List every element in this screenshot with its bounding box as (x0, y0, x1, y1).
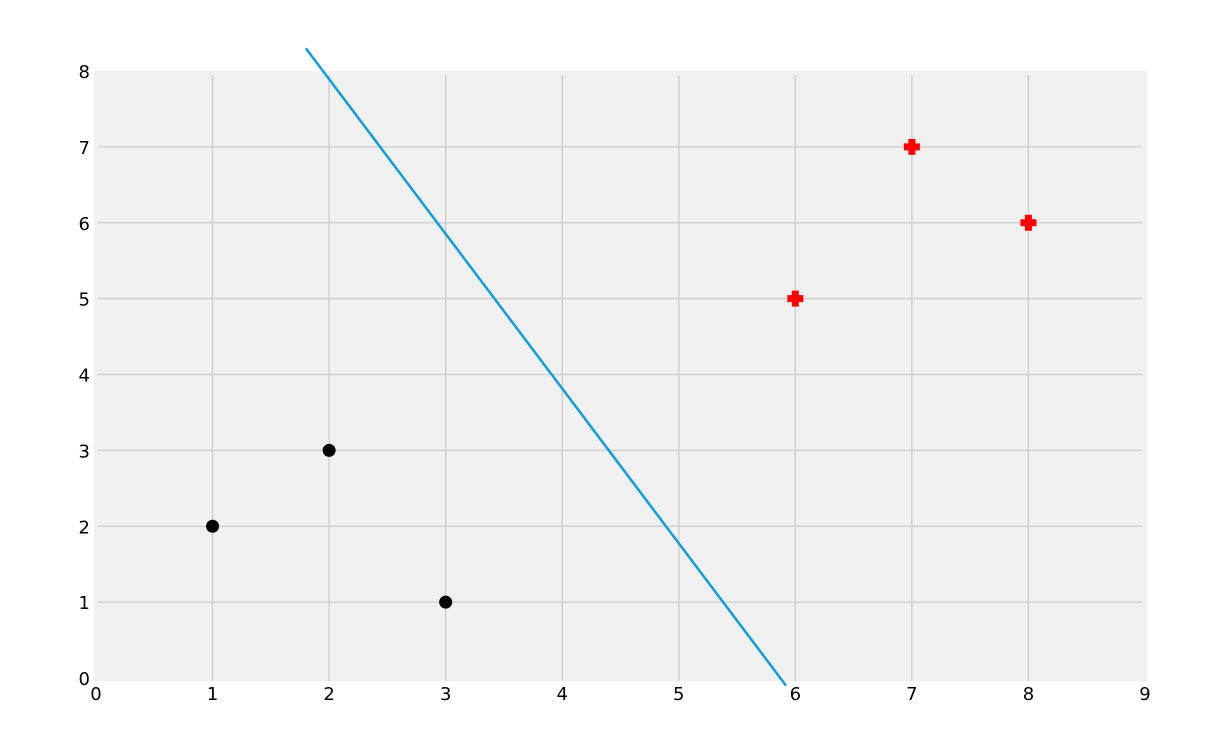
x-tick-label: 2 (323, 684, 334, 705)
circle-point (206, 519, 220, 533)
x-tick-label: 8 (1023, 684, 1034, 705)
y-tick-label: 3 (79, 441, 90, 462)
grid (98, 75, 1142, 681)
plot-background (94, 71, 1147, 681)
y-tick-label: 0 (79, 669, 90, 690)
y-tick-label: 4 (79, 366, 90, 387)
y-tick-label: 2 (79, 517, 90, 538)
x-tick-label: 1 (207, 684, 218, 705)
y-tick-label: 8 (79, 62, 90, 83)
x-tick-label: 0 (90, 684, 101, 705)
x-tick-label: 7 (906, 684, 917, 705)
decision-boundary-line (304, 47, 788, 687)
plus-point (787, 290, 804, 307)
circle-point (322, 443, 336, 457)
x-tick-label: 9 (1139, 684, 1150, 705)
plus-point (903, 138, 920, 155)
x-tick-label: 6 (790, 684, 801, 705)
y-tick-label: 6 (79, 214, 90, 235)
y-tick-label: 5 (79, 290, 90, 311)
x-tick-label: 5 (673, 684, 684, 705)
points (206, 138, 1037, 609)
y-tick-label: 7 (79, 138, 90, 159)
lines (304, 47, 788, 687)
y-tick-label: 1 (79, 593, 90, 614)
x-tick-label: 3 (440, 684, 451, 705)
circle-point (439, 595, 453, 609)
plus-point (1020, 214, 1037, 231)
y-tick-labels: 0 1 2 3 4 5 6 7 8 (79, 62, 90, 690)
x-tick-label: 4 (556, 684, 567, 705)
x-tick-labels: 0 1 2 3 4 5 6 7 8 9 (90, 684, 1150, 705)
